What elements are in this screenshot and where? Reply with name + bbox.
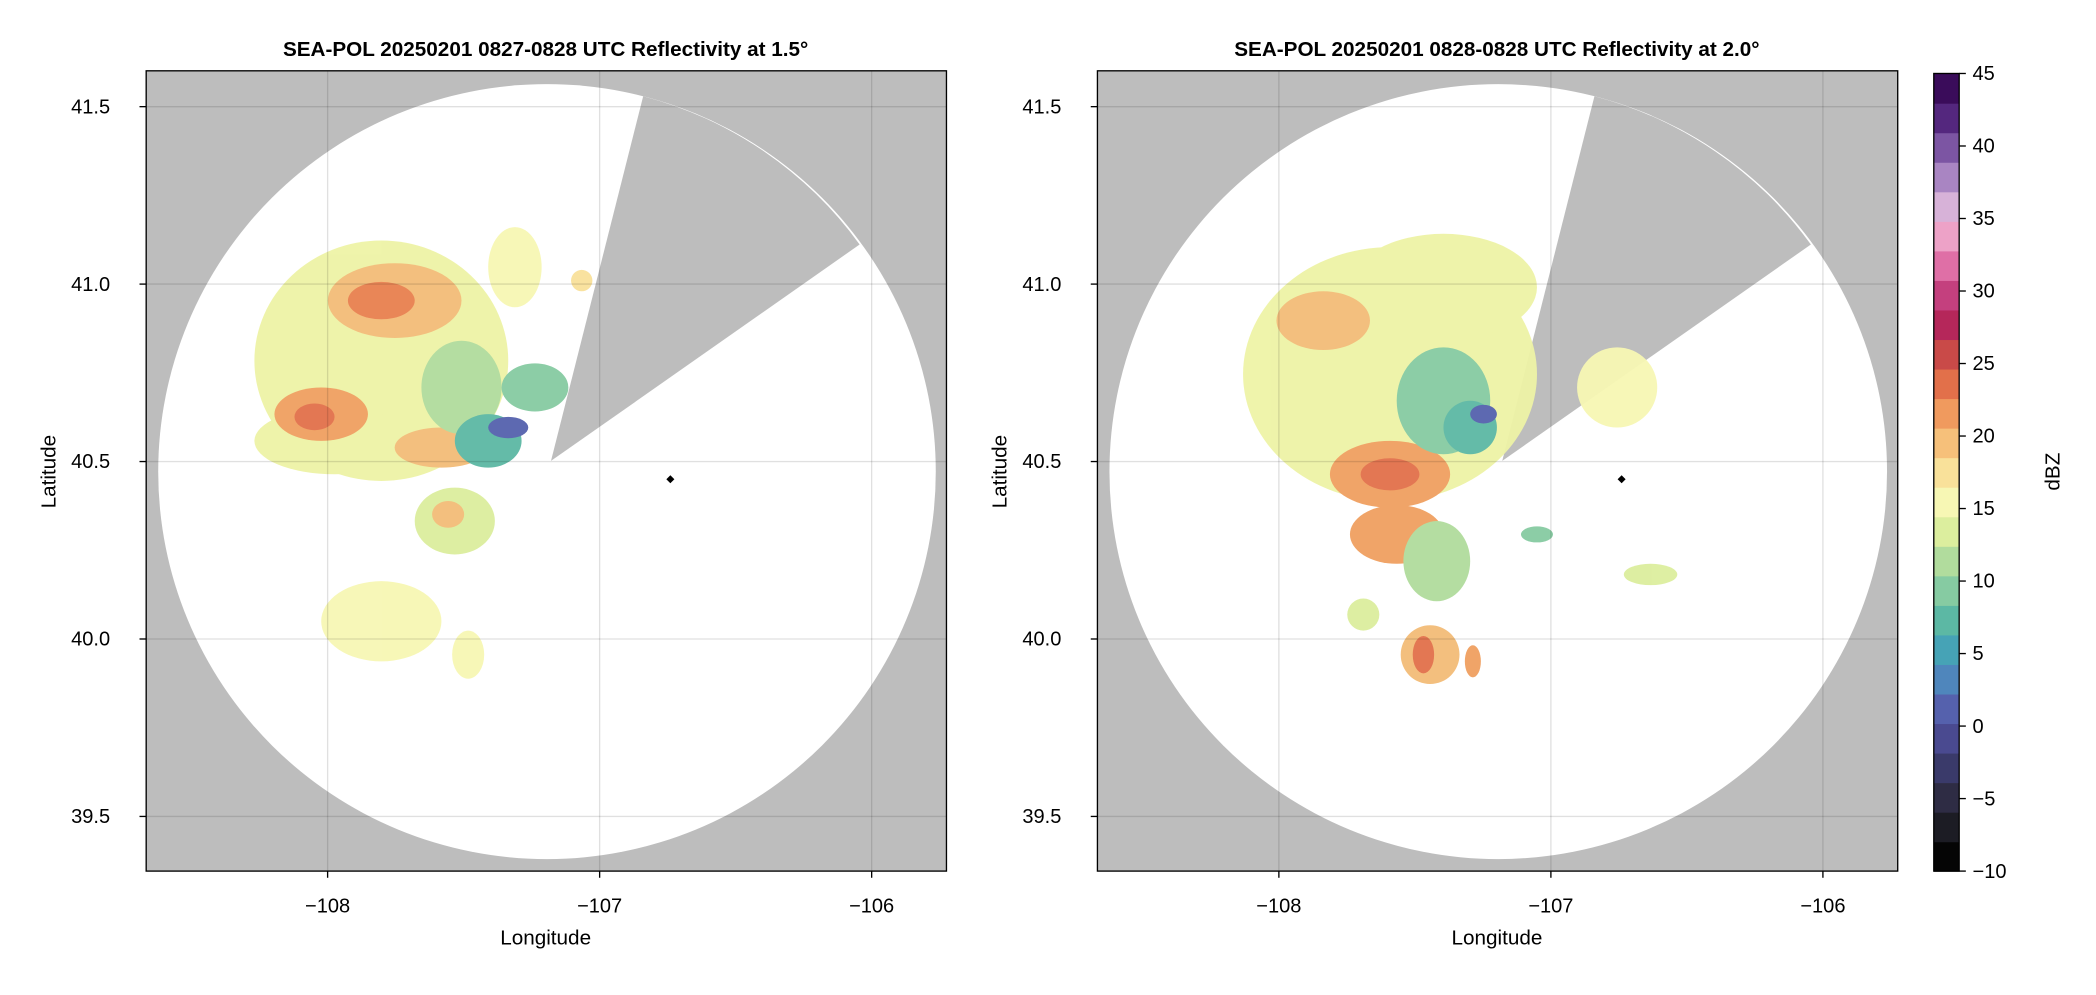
- plot-area: [1097, 70, 1898, 872]
- colorbar-swatch: [1933, 73, 1960, 104]
- colorbar-tick-label: 25: [1973, 353, 1995, 375]
- echo: [421, 340, 502, 435]
- colorbar-swatch: [1933, 162, 1960, 193]
- y-tick-label: 40.0: [1022, 629, 1061, 651]
- blocked-sector: [550, 96, 860, 461]
- echo: [1577, 347, 1658, 428]
- echo: [488, 227, 542, 308]
- colorbar-swatch: [1933, 339, 1960, 370]
- colorbar-swatch: [1933, 221, 1960, 252]
- colorbar-swatch: [1933, 487, 1960, 518]
- x-tick-label: −106: [849, 896, 894, 918]
- echo: [488, 416, 529, 439]
- colorbar-tick-label: 10: [1973, 571, 1995, 593]
- radar-site: [1617, 475, 1626, 484]
- y-axis-label: Latitude: [989, 435, 1012, 509]
- colorbar-swatch: [1933, 250, 1960, 281]
- x-tick-label: −106: [1800, 896, 1845, 918]
- y-tick-label: 40.5: [1022, 451, 1061, 473]
- echo: [571, 269, 593, 292]
- echo: [501, 363, 569, 412]
- chart-title: SEA-POL 20250201 0827-0828 UTC Reflectiv…: [283, 38, 808, 61]
- x-tick-label: −108: [305, 896, 350, 918]
- colorbar-tick-label: 0: [1973, 716, 1984, 738]
- x-tick-label: −108: [1256, 896, 1301, 918]
- y-tick-label: 41.0: [71, 274, 110, 296]
- colorbar-swatch: [1933, 634, 1960, 665]
- echo: [1464, 645, 1481, 678]
- echo: [1470, 404, 1497, 424]
- y-tick-label: 39.5: [71, 806, 110, 828]
- plot-area: [146, 70, 947, 872]
- colorbar-swatch: [1933, 280, 1960, 311]
- y-tick-label: 41.0: [1022, 274, 1061, 296]
- echoes: [1243, 233, 1678, 685]
- echo: [452, 630, 485, 679]
- colorbar-tick-label: −5: [1973, 788, 1996, 810]
- colorbar-swatch: [1933, 457, 1960, 488]
- colorbar-swatch: [1933, 309, 1960, 341]
- colorbar-swatch: [1933, 427, 1960, 459]
- echo: [1347, 598, 1380, 631]
- blocked-sector: [1502, 96, 1811, 461]
- colorbar-swatch: [1933, 191, 1960, 222]
- colorbar-tick-label: 5: [1973, 643, 1984, 665]
- echo: [1349, 233, 1537, 341]
- colorbar-swatch: [1933, 546, 1960, 577]
- colorbar-swatch: [1933, 368, 1960, 400]
- colorbar-swatch: [1933, 693, 1960, 725]
- colorbar-tick-label: 20: [1973, 426, 1995, 448]
- colorbar-swatch: [1933, 605, 1960, 636]
- echo: [1412, 635, 1435, 674]
- echo: [347, 281, 415, 320]
- colorbar-tick-label: −10: [1973, 861, 2007, 883]
- colorbar-swatch: [1933, 782, 1960, 813]
- colorbar-swatch: [1933, 812, 1960, 843]
- colorbar-swatch: [1933, 841, 1960, 872]
- echo: [321, 581, 442, 662]
- colorbar-swatch: [1933, 398, 1960, 429]
- colorbar-label: dBZ: [2041, 453, 2064, 491]
- colorbar-tick-label: 40: [1973, 136, 1995, 158]
- colorbar-swatch: [1933, 103, 1960, 134]
- colorbar-tick-label: 15: [1973, 498, 1995, 520]
- x-tick-label: −107: [577, 896, 622, 918]
- colorbar-swatch: [1933, 516, 1960, 547]
- chart-title: SEA-POL 20250201 0828-0828 UTC Reflectiv…: [1234, 38, 1759, 61]
- y-tick-label: 41.5: [1022, 96, 1061, 118]
- echo: [432, 501, 465, 528]
- colorbar-tick-label: 35: [1973, 208, 1995, 230]
- colorbar-tick-label: 45: [1973, 63, 1995, 85]
- y-axis-label: Latitude: [37, 435, 60, 509]
- colorbar-tick-label: 30: [1973, 281, 1995, 303]
- echo: [1360, 458, 1420, 491]
- x-axis-label: Longitude: [500, 927, 591, 950]
- y-tick-label: 41.5: [71, 96, 110, 118]
- echo: [1403, 521, 1471, 602]
- echo: [1623, 563, 1678, 586]
- echo: [1276, 291, 1370, 351]
- colorbar-frame: [1933, 72, 1960, 872]
- echoes: [254, 227, 593, 679]
- x-axis-label: Longitude: [1451, 927, 1542, 950]
- plot-frame: [145, 70, 948, 872]
- plot-frame: [1096, 70, 1899, 872]
- y-tick-label: 40.5: [71, 451, 110, 473]
- echo: [1520, 526, 1554, 543]
- x-tick-label: −107: [1528, 896, 1573, 918]
- colorbar-swatch: [1933, 132, 1960, 163]
- colorbar-swatch: [1933, 723, 1960, 754]
- colorbar-swatch: [1933, 752, 1960, 784]
- y-tick-label: 40.0: [71, 629, 110, 651]
- colorbar-swatch: [1933, 664, 1960, 695]
- colorbar-swatch: [1933, 575, 1960, 606]
- echo: [294, 403, 335, 431]
- y-tick-label: 39.5: [1022, 806, 1061, 828]
